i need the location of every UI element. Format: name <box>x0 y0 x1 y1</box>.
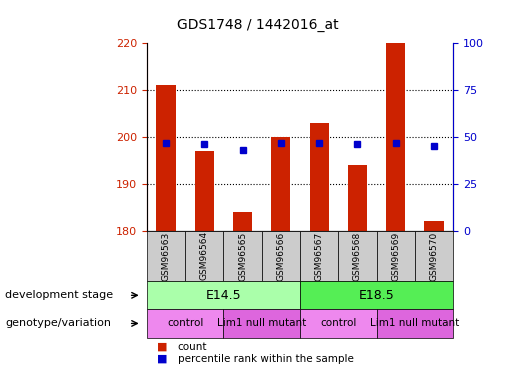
FancyBboxPatch shape <box>147 281 300 309</box>
Text: GSM96566: GSM96566 <box>277 231 285 280</box>
Text: GSM96567: GSM96567 <box>315 231 323 280</box>
FancyBboxPatch shape <box>415 231 453 281</box>
Text: GSM96569: GSM96569 <box>391 231 400 280</box>
Text: control: control <box>320 318 356 328</box>
FancyBboxPatch shape <box>300 309 376 338</box>
FancyBboxPatch shape <box>300 281 453 309</box>
Bar <box>310 123 329 231</box>
Text: GDS1748 / 1442016_at: GDS1748 / 1442016_at <box>177 18 338 32</box>
Text: control: control <box>167 318 203 328</box>
Text: development stage: development stage <box>5 290 113 300</box>
Bar <box>233 212 252 231</box>
FancyBboxPatch shape <box>300 231 338 281</box>
Text: GSM96568: GSM96568 <box>353 231 362 280</box>
Text: percentile rank within the sample: percentile rank within the sample <box>178 354 354 363</box>
Bar <box>424 221 443 231</box>
Text: ■: ■ <box>157 354 167 363</box>
Text: count: count <box>178 342 207 351</box>
FancyBboxPatch shape <box>262 231 300 281</box>
FancyBboxPatch shape <box>376 309 453 338</box>
Bar <box>271 137 290 231</box>
FancyBboxPatch shape <box>147 309 224 338</box>
FancyBboxPatch shape <box>147 231 185 281</box>
Text: E14.5: E14.5 <box>205 289 241 302</box>
FancyBboxPatch shape <box>224 231 262 281</box>
FancyBboxPatch shape <box>185 231 224 281</box>
Text: GSM96563: GSM96563 <box>161 231 170 280</box>
Bar <box>195 151 214 231</box>
Text: ■: ■ <box>157 342 167 351</box>
Text: GSM96570: GSM96570 <box>430 231 439 280</box>
Text: genotype/variation: genotype/variation <box>5 318 111 328</box>
Text: E18.5: E18.5 <box>359 289 394 302</box>
FancyBboxPatch shape <box>376 231 415 281</box>
Text: Lim1 null mutant: Lim1 null mutant <box>370 318 459 328</box>
FancyBboxPatch shape <box>224 309 300 338</box>
Text: Lim1 null mutant: Lim1 null mutant <box>217 318 306 328</box>
FancyBboxPatch shape <box>338 231 376 281</box>
Bar <box>348 165 367 231</box>
Text: GSM96565: GSM96565 <box>238 231 247 280</box>
Bar <box>157 86 176 231</box>
Bar <box>386 43 405 231</box>
Text: GSM96564: GSM96564 <box>200 231 209 280</box>
